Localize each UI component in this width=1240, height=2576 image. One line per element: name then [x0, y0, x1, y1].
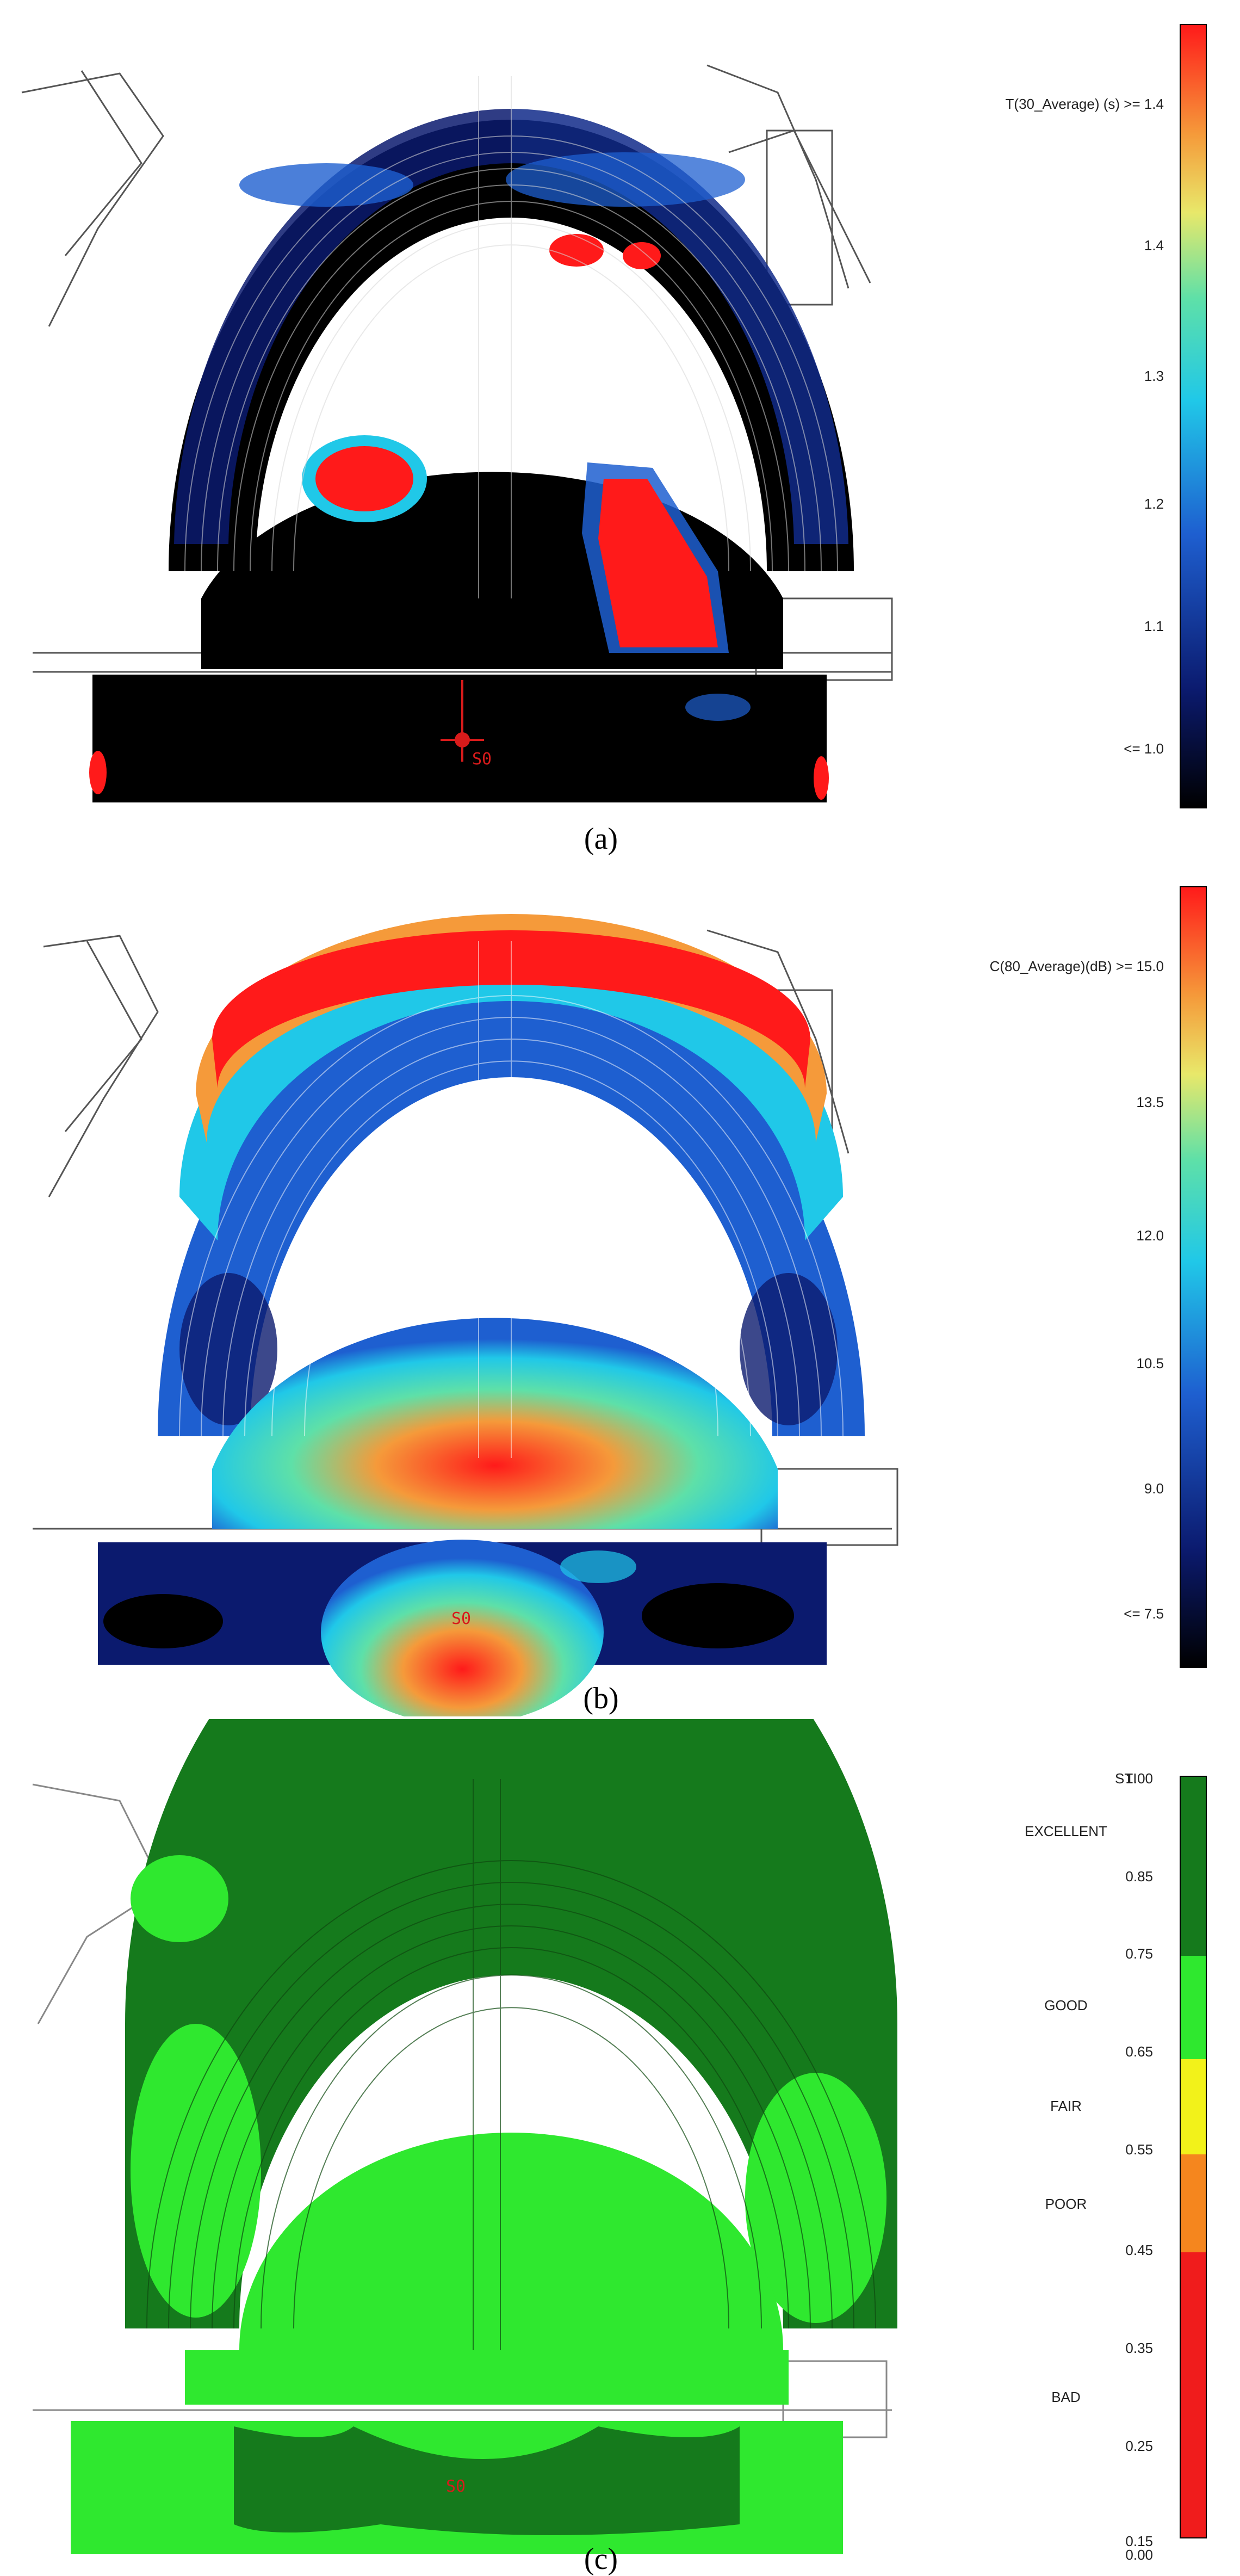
legend-tick: 0.00	[1125, 2547, 1153, 2563]
legend-tick: 0.35	[1125, 2340, 1153, 2356]
panel-b: S0 C(80_Average)(dB) >= 15.0 13.5 12.0 1…	[0, 860, 1240, 1716]
legend-tick: 0.55	[1125, 2141, 1153, 2158]
panel-c: S0 STI 1.00 0.85 0.75 0.65 0.55 0.45 0.3…	[0, 1719, 1240, 2576]
seating-heatmap	[98, 914, 865, 1716]
seating-heatmap	[71, 1719, 897, 2554]
legend-tick: 0.65	[1125, 2043, 1153, 2060]
legend-tick: 0.25	[1125, 2438, 1153, 2454]
legend-tick: 0.75	[1125, 1945, 1153, 1962]
panel-a: S0 T(30_Average) (s) >= 1.4 1.4 1.3 1.2 …	[0, 0, 1240, 857]
legend-category: POOR	[1045, 2196, 1087, 2212]
legend-tick: 1.1	[1144, 618, 1164, 634]
legend-tick: 1.00	[1125, 1770, 1153, 1787]
source-marker: S0	[441, 680, 492, 769]
legend-category: EXCELLENT	[1025, 1823, 1107, 1839]
legend-tick: 0.15	[1125, 2533, 1153, 2549]
legend-title: C(80_Average)(dB) >= 15.0	[990, 958, 1164, 974]
legend-category: FAIR	[1050, 2098, 1082, 2114]
legend-header-label: STI	[1115, 1770, 1137, 1787]
sti-legend: STI 1.00 0.85 0.75 0.65 0.55 0.45 0.35 0…	[1025, 1770, 1207, 2563]
panel-caption: (a)	[584, 822, 618, 856]
panel-caption: (b)	[583, 1682, 618, 1715]
legend-tick: 13.5	[1136, 1094, 1164, 1110]
legend-category: GOOD	[1044, 1997, 1087, 2013]
legend-tick: 1.3	[1144, 368, 1164, 384]
color-scale-legend: C(80_Average)(dB) >= 15.0 13.5 12.0 10.5…	[990, 886, 1207, 1668]
panel-caption: (c)	[584, 2542, 618, 2576]
source-label: S0	[446, 2477, 466, 2496]
color-scale-legend: T(30_Average) (s) >= 1.4 1.4 1.3 1.2 1.1…	[1006, 24, 1207, 808]
legend-tick: 12.0	[1136, 1227, 1164, 1244]
legend-tick: 9.0	[1144, 1480, 1164, 1497]
source-marker: S0	[451, 1609, 471, 1628]
seating-row-lines	[146, 1779, 876, 2350]
source-marker: S0	[446, 2477, 466, 2496]
legend-tick: 0.45	[1125, 2242, 1153, 2258]
legend-title: T(30_Average) (s) >= 1.4	[1006, 96, 1164, 112]
legend-tick: <= 1.0	[1124, 740, 1164, 757]
legend-tick: 0.85	[1125, 1868, 1153, 1885]
seating-row-lines	[179, 941, 844, 1458]
seating-row-lines	[184, 76, 838, 598]
legend-tick: 1.2	[1144, 496, 1164, 512]
legend-tick: <= 7.5	[1124, 1605, 1164, 1622]
legend-category: BAD	[1051, 2389, 1080, 2405]
legend-tick: 1.4	[1144, 237, 1164, 254]
legend-tick: 10.5	[1136, 1355, 1164, 1372]
seating-heatmap	[89, 108, 854, 802]
source-label: S0	[472, 750, 492, 769]
source-label: S0	[451, 1609, 471, 1628]
